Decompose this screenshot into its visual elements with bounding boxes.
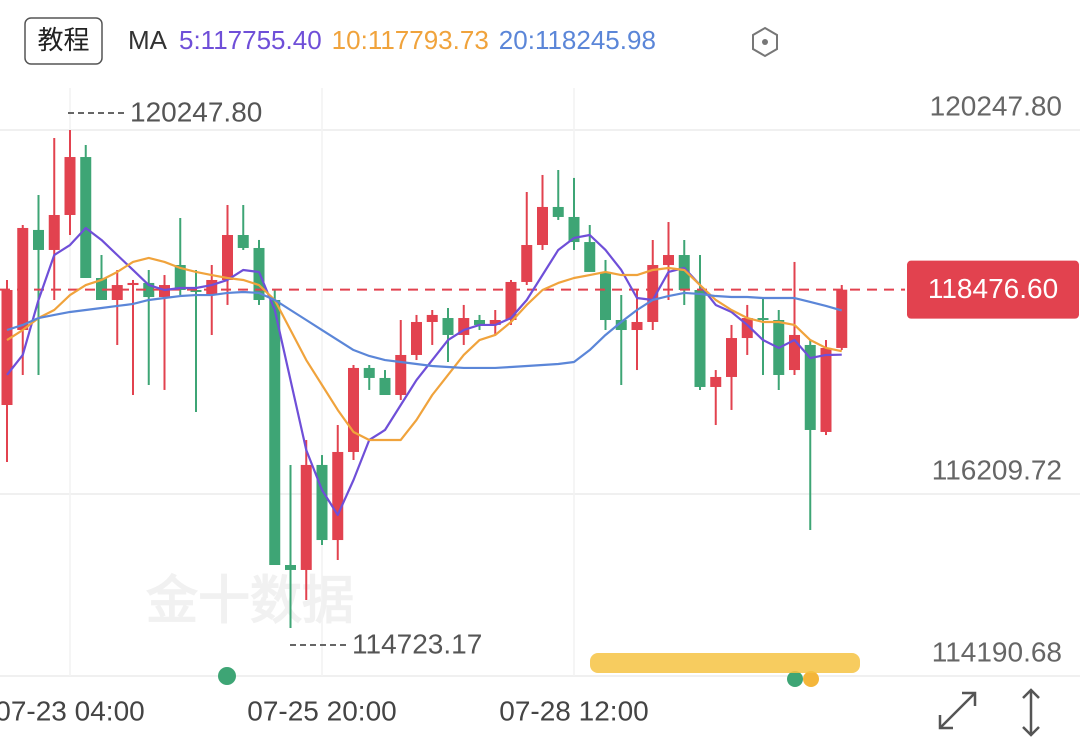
candle-body	[237, 235, 249, 248]
settings-icon[interactable]	[752, 26, 778, 58]
x-tick-label: 07-28 12:00	[499, 695, 648, 726]
candle-body	[17, 227, 29, 331]
candle-body	[206, 279, 218, 296]
ma-title: MA	[128, 25, 168, 55]
candle-body	[600, 271, 611, 321]
expand-arrow[interactable]	[938, 715, 953, 730]
candle-body	[552, 206, 564, 217]
min-annotation: 114723.17	[290, 628, 482, 659]
candle-body	[332, 451, 344, 541]
candle-body	[489, 320, 501, 325]
candle-body	[48, 214, 60, 250]
candle-body	[726, 338, 737, 377]
candle-body	[710, 376, 722, 387]
candle-body	[80, 157, 92, 278]
x-tick-label: 07-23 04:00	[0, 695, 145, 726]
event-dot[interactable]	[787, 671, 803, 687]
ma-line	[6, 290, 843, 370]
candle-body	[789, 334, 800, 371]
candle-body	[96, 277, 107, 300]
candle-body	[395, 354, 407, 396]
min-label: 114723.17	[352, 628, 482, 659]
x-tick-label: 07-25 20:00	[247, 695, 396, 726]
candle-body	[442, 318, 454, 335]
settings-hexagon[interactable]	[752, 26, 778, 58]
price-tag-label: 118476.60	[928, 273, 1058, 304]
candle-body	[694, 289, 706, 387]
candle-body	[33, 229, 44, 250]
candle-body	[316, 464, 328, 541]
candle-body	[348, 367, 359, 452]
legend-entry: 20:118245.98	[499, 25, 656, 55]
price-tag	[907, 260, 1079, 319]
legend-entry: 10:117793.73	[332, 25, 489, 55]
watermark: 金十数据	[145, 573, 354, 631]
settings-dot[interactable]	[762, 39, 768, 45]
candle-body	[64, 157, 76, 215]
candle-body	[568, 216, 580, 243]
y-tick-label: 114190.68	[932, 636, 1062, 667]
expand-arrow[interactable]	[962, 691, 977, 706]
candle-body	[269, 299, 281, 566]
candle-body	[143, 282, 155, 298]
candle-body	[537, 206, 548, 246]
candle-body	[615, 320, 627, 331]
candle-body	[363, 367, 375, 378]
candle-body	[222, 235, 233, 280]
expand-line[interactable]	[939, 692, 976, 729]
max-label: 120247.80	[130, 96, 262, 127]
legend-entry: 5:117755.40	[179, 25, 322, 55]
candle-body	[379, 377, 391, 396]
candle-body	[190, 289, 202, 292]
ma-line	[6, 256, 842, 442]
scale-arrow[interactable]	[1022, 688, 1040, 699]
candle-body	[820, 347, 832, 432]
candle-body	[300, 464, 312, 570]
y-tick-label: 116209.72	[932, 454, 1062, 485]
candle-body	[1, 289, 13, 406]
event-icons[interactable]	[590, 653, 860, 673]
candle-body	[127, 282, 139, 286]
tutorial-label[interactable]: 教程	[37, 25, 89, 55]
candle-body	[458, 318, 470, 335]
expand-icon[interactable]	[938, 691, 977, 730]
max-annotation: 120247.80	[68, 96, 262, 127]
candle-body	[584, 242, 596, 272]
candle-body	[741, 318, 753, 339]
candle-body	[647, 265, 659, 322]
event-dot[interactable]	[803, 671, 819, 687]
candle-body	[521, 245, 533, 282]
event-markers	[218, 653, 860, 687]
candle-body	[804, 344, 816, 430]
candle-body	[474, 320, 485, 325]
plot	[0, 88, 1080, 677]
candle-body	[757, 318, 769, 321]
candle-body	[285, 565, 296, 570]
candle-body	[505, 281, 517, 321]
y-tick-label: 120247.80	[930, 90, 1062, 121]
candle-body	[174, 265, 186, 290]
candle-body	[111, 285, 123, 300]
candle-body	[411, 321, 422, 355]
candle-body	[663, 255, 674, 266]
scale-arrow[interactable]	[1022, 726, 1040, 737]
event-dot[interactable]	[218, 667, 236, 685]
candle-body	[631, 321, 643, 331]
candle-body	[836, 289, 848, 348]
candle-body	[426, 314, 438, 322]
candle-body	[678, 255, 690, 290]
scale-icon[interactable]	[1022, 688, 1040, 737]
tutorial-button[interactable]	[24, 17, 103, 65]
